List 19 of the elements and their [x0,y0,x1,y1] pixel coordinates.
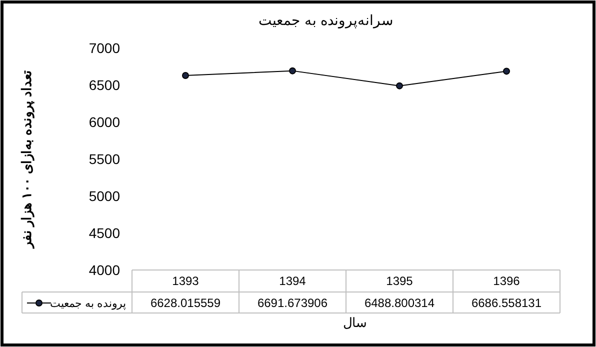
data-label: 6628.015559 [150,296,221,310]
ytick: 5000 [88,188,120,204]
ytick: 5500 [88,151,120,167]
data-label: 6686.558131 [471,296,542,310]
data-label: 6691.673906 [257,296,328,310]
x-tick-label: 1393 [172,274,200,288]
x-tick-label: 1394 [279,274,306,288]
x-tick-label: 1395 [386,274,414,288]
ytick: 4500 [88,225,120,241]
ytick: 6000 [88,114,120,130]
title: سرانه‌پرونده به جمعیت [258,12,394,28]
ytick: 4000 [88,262,120,278]
xlabel: سال [343,315,367,330]
data-label: 6488.800314 [364,296,435,310]
ytick: 7000 [88,40,120,56]
x-tick-label: 1396 [493,274,520,288]
ylabel: تعداد پرونده به‌ازای ۱۰۰ هزار نفر [19,70,34,248]
legend: پرونده به جمعیت [50,298,126,310]
ytick: 6500 [88,77,120,93]
